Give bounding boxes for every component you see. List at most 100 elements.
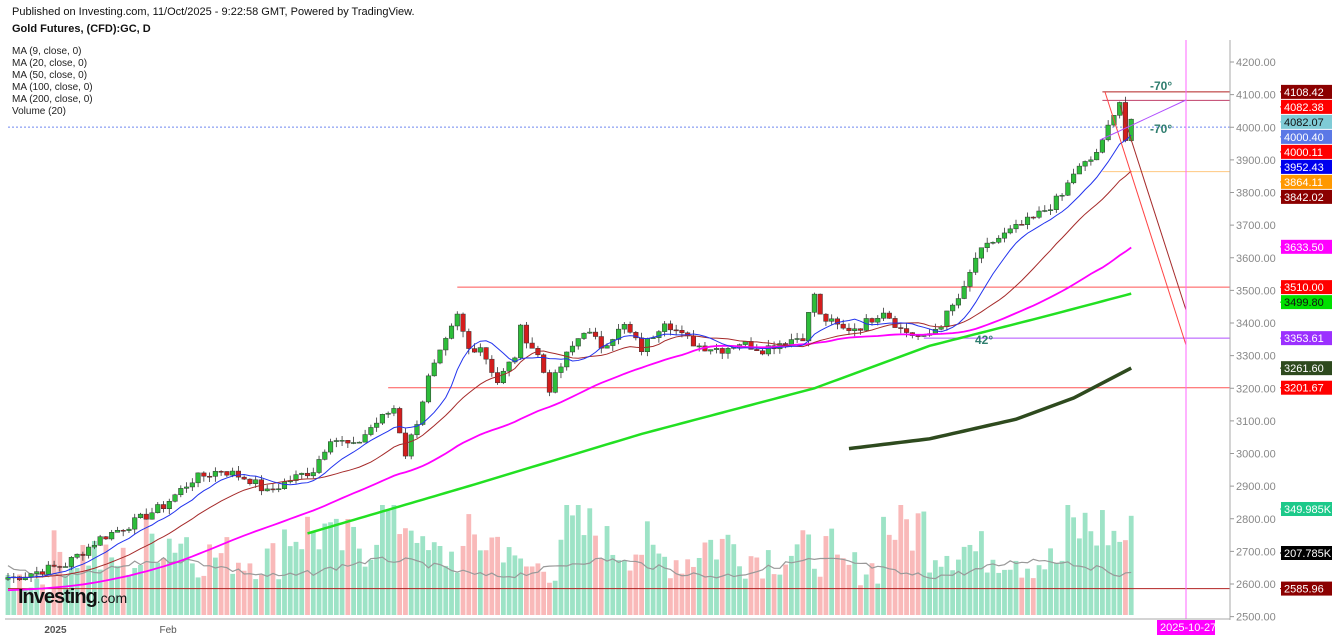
candle bbox=[207, 475, 213, 478]
legend-ma9[interactable]: MA (9, close, 0) bbox=[12, 46, 82, 57]
volume-bar bbox=[454, 572, 460, 615]
price-label: 2585.96 bbox=[1284, 584, 1324, 596]
candle bbox=[898, 327, 904, 329]
candle bbox=[961, 286, 967, 299]
volume-bar bbox=[189, 563, 195, 615]
candle bbox=[235, 470, 241, 478]
candle bbox=[616, 328, 622, 340]
candle bbox=[103, 536, 109, 540]
volume-bar bbox=[587, 508, 593, 615]
price-label: 3261.60 bbox=[1284, 363, 1324, 375]
volume-bar bbox=[806, 534, 812, 615]
candle bbox=[806, 312, 812, 342]
candle bbox=[57, 566, 63, 568]
volume-bar bbox=[875, 583, 881, 615]
candle bbox=[955, 298, 961, 306]
volume-bar bbox=[466, 514, 472, 615]
volume-bar bbox=[944, 555, 950, 615]
volume-bar bbox=[132, 568, 138, 615]
trend-line bbox=[1104, 91, 1187, 346]
candle bbox=[633, 332, 639, 339]
candle bbox=[16, 576, 23, 581]
volume-bar bbox=[345, 518, 351, 615]
volume-bar bbox=[299, 549, 305, 615]
candle bbox=[869, 318, 875, 323]
candle bbox=[1048, 209, 1054, 211]
volume-bar bbox=[846, 564, 852, 615]
candle bbox=[74, 553, 80, 558]
candle bbox=[1036, 210, 1042, 218]
price-label: 3842.02 bbox=[1284, 192, 1324, 204]
candle bbox=[322, 451, 328, 460]
legend-volume[interactable]: Volume (20) bbox=[12, 106, 66, 117]
volume-bar bbox=[1019, 577, 1025, 615]
candle bbox=[281, 481, 288, 489]
candle bbox=[852, 328, 858, 331]
candle bbox=[137, 513, 144, 518]
volume-bar bbox=[754, 557, 760, 615]
volume-bar bbox=[668, 578, 673, 615]
legend-ma200[interactable]: MA (200, close, 0) bbox=[12, 94, 93, 105]
volume-bar bbox=[385, 510, 391, 615]
candle bbox=[627, 324, 633, 333]
candle bbox=[1071, 173, 1077, 184]
legend-ma50[interactable]: MA (50, close, 0) bbox=[12, 70, 88, 81]
candle bbox=[80, 553, 86, 556]
candle bbox=[310, 472, 316, 477]
volume-bar bbox=[97, 569, 103, 615]
price-label: 4082.07 bbox=[1284, 117, 1324, 129]
candle bbox=[397, 408, 403, 434]
candle bbox=[967, 272, 973, 287]
candle bbox=[362, 434, 368, 443]
volume-bar bbox=[483, 550, 489, 615]
candle bbox=[644, 338, 650, 352]
candle bbox=[598, 336, 604, 349]
volume-bar bbox=[5, 574, 11, 615]
y-tick-label: 3800.00 bbox=[1236, 188, 1276, 200]
volume-bar bbox=[1059, 560, 1065, 615]
volume-bar bbox=[195, 577, 201, 615]
volume-bar bbox=[1111, 530, 1117, 615]
candle bbox=[166, 501, 172, 509]
volume-bar bbox=[408, 530, 414, 615]
candle bbox=[725, 348, 731, 354]
candle bbox=[374, 422, 380, 428]
candle bbox=[489, 358, 495, 373]
candle bbox=[1128, 118, 1134, 141]
volume-bar bbox=[691, 566, 696, 615]
candle bbox=[40, 571, 46, 575]
volume-bar bbox=[63, 575, 68, 615]
date-marker-label: 2025-10-27 bbox=[1160, 622, 1216, 634]
volume-bar bbox=[984, 572, 990, 615]
volume-bar bbox=[1025, 568, 1030, 615]
candle bbox=[345, 440, 351, 444]
x-tick-label: 2025 bbox=[44, 625, 67, 636]
volume-bar bbox=[742, 578, 748, 615]
candle bbox=[834, 318, 840, 325]
volume-bar bbox=[529, 566, 535, 615]
volume-bar bbox=[719, 538, 725, 615]
volume-bar bbox=[437, 546, 443, 615]
volume-bar bbox=[74, 567, 80, 615]
volume-bar bbox=[264, 548, 270, 615]
volume-bar bbox=[115, 565, 120, 615]
volume-bar bbox=[92, 540, 97, 615]
volume-bar bbox=[835, 554, 840, 615]
volume-bar bbox=[610, 554, 616, 615]
volume-bar bbox=[1048, 548, 1053, 615]
volume-bar bbox=[1105, 545, 1111, 615]
volume-bar bbox=[143, 514, 149, 615]
candle bbox=[379, 414, 385, 424]
volume-bar bbox=[656, 553, 662, 615]
volume-bar bbox=[604, 526, 610, 615]
candle bbox=[86, 546, 92, 556]
candle bbox=[114, 530, 120, 533]
volume-ma-label: 207.785K bbox=[1284, 548, 1332, 560]
volume-bar bbox=[1002, 569, 1007, 615]
volume-bar bbox=[403, 528, 408, 615]
legend-ma20[interactable]: MA (20, close, 0) bbox=[12, 58, 88, 69]
legend-ma100[interactable]: MA (100, close, 0) bbox=[12, 82, 93, 93]
volume-bar bbox=[207, 544, 212, 615]
candle bbox=[178, 488, 184, 496]
